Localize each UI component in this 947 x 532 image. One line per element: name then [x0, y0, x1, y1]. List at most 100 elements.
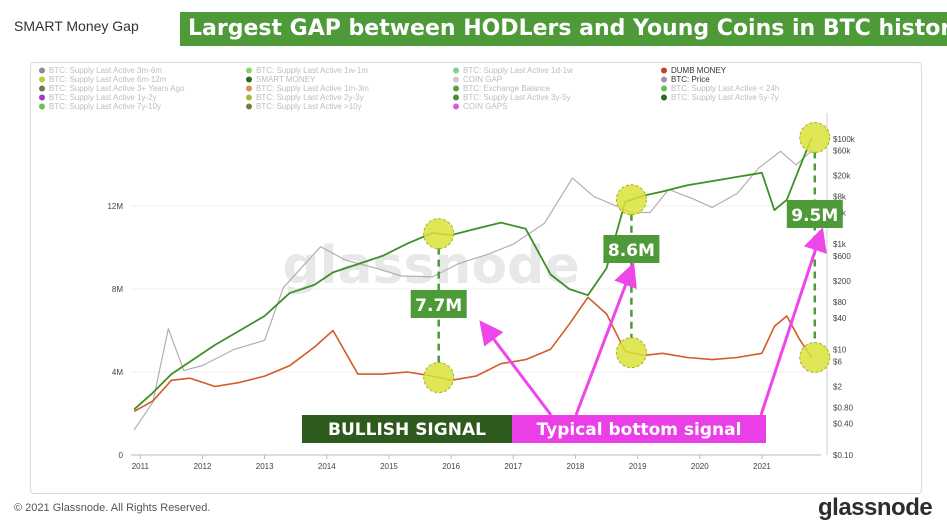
y-right-tick-label: $1k — [833, 240, 847, 249]
legend-swatch — [246, 94, 252, 101]
marker-circle-bottom — [615, 337, 647, 369]
y-right-tick-label: $10 — [833, 346, 847, 355]
x-tick-label: 2012 — [194, 462, 212, 471]
y-right-tick-label: $6 — [833, 357, 842, 366]
legend-label: BTC: Supply Last Active 3m-6m — [49, 66, 162, 75]
gap-label: 8.6M — [608, 241, 655, 261]
chart-frame: BTC: Supply Last Active 3m-6m BTC: Supply… — [30, 62, 922, 494]
y-right-tick-label: $80 — [833, 298, 847, 307]
legend-label: BTC: Supply Last Active 7y-10y — [49, 102, 161, 111]
pointer-arrow — [759, 227, 827, 416]
y-right-tick-label: $600 — [833, 252, 851, 261]
legend-swatch — [246, 67, 252, 74]
y-left-tick-label: 4M — [112, 368, 123, 377]
legend-label: BTC: Supply Last Active 3y-5y — [463, 93, 571, 102]
marker-circle-top — [799, 122, 831, 154]
x-tick-label: 2019 — [629, 462, 647, 471]
pointer-arrow — [479, 320, 553, 416]
legend-swatch — [453, 94, 459, 101]
legend-label: BTC: Supply Last Active 1d-1w — [463, 66, 573, 75]
legend-label: BTC: Supply Last Active >10y — [256, 102, 362, 111]
x-tick-label: 2020 — [691, 462, 709, 471]
bullish-signal-box — [302, 415, 512, 443]
gap-label-box — [786, 200, 843, 228]
legend-swatch — [39, 85, 45, 92]
legend-label: COIN GAPS — [463, 102, 507, 111]
typical-bottom-label: Typical bottom signal — [537, 420, 742, 440]
annotation-layer: 7.7M 8.6M 9.5M BULLISH SIGNAL Typical bottom… — [302, 122, 843, 443]
legend-label: BTC: Supply Last Active 1y-2y — [49, 93, 157, 102]
y-right-tick-label: $8k — [833, 193, 847, 202]
x-tick-label: 2015 — [380, 462, 398, 471]
legend-label: BTC: Supply Last Active 1w-1m — [256, 66, 368, 75]
legend-label: BTC: Supply Last Active 6m-12m — [49, 75, 167, 84]
y-right-tick-label: $60k — [833, 147, 851, 156]
legend-swatch — [453, 85, 459, 92]
headline-banner: Largest GAP between HODLers and Young Co… — [180, 12, 947, 46]
legend-swatch — [453, 76, 459, 83]
legend-label: BTC: Supply Last Active 5y-7y — [671, 93, 779, 102]
series-layer — [133, 137, 813, 431]
legend-swatch — [453, 103, 459, 110]
series-line-dumb-money — [133, 296, 813, 413]
marker-circle-bottom — [423, 362, 455, 394]
x-tick-label: 2011 — [132, 462, 150, 471]
legend-label: BTC: Supply Last Active < 24h — [671, 84, 779, 93]
y-right-tick-label: $0.40 — [833, 419, 854, 428]
x-tick-label: 2018 — [567, 462, 585, 471]
x-tick-label: 2016 — [442, 462, 460, 471]
page-title: SMART Money Gap — [14, 18, 139, 34]
bullish-signal-label: BULLISH SIGNAL — [328, 420, 486, 440]
legend-label: BTC: Supply Last Active 1m-3m — [256, 84, 369, 93]
legend-label: DUMB MONEY — [671, 66, 727, 75]
pointer-arrow — [574, 262, 637, 416]
x-tick-label: 2017 — [504, 462, 522, 471]
legend-swatch — [39, 76, 45, 83]
x-tick-label: 2014 — [318, 462, 336, 471]
legend-label: BTC: Supply Last Active 2y-3y — [256, 93, 364, 102]
legend-swatch — [661, 94, 667, 101]
gap-label: 7.7M — [415, 296, 462, 316]
y-left-tick-label: 12M — [107, 202, 123, 211]
x-tick-label: 2013 — [256, 462, 274, 471]
gap-label-box — [410, 290, 467, 318]
legend-swatch — [39, 67, 45, 74]
legend-label: BTC: Price — [671, 75, 710, 84]
legend-swatch — [453, 67, 459, 74]
legend-swatch — [246, 85, 252, 92]
marker-circle-top — [423, 218, 455, 250]
legend-swatch — [39, 103, 45, 110]
y-right-tick-label: $2 — [833, 382, 842, 391]
legend-label: BTC: Exchange Balance — [463, 84, 551, 93]
marker-circle-top — [615, 184, 647, 216]
legend-label: BTC: Supply Last Active 3+ Years Ago — [49, 84, 185, 93]
legend-swatch — [661, 85, 667, 92]
gap-label-box — [603, 235, 660, 263]
y-right-tick-label: $200 — [833, 277, 851, 286]
y-right-tick-label: $0.10 — [833, 451, 854, 460]
legend-swatch — [39, 94, 45, 101]
footer-logo: glassnode — [818, 494, 933, 521]
typical-bottom-box — [512, 415, 766, 443]
axes: 0 4M 8M 12M 2011 2012 2013 2014 2015 2016 2017 2018… — [107, 113, 856, 471]
marker-circle-bottom — [799, 341, 831, 373]
legend-swatch — [661, 76, 667, 83]
legend-label: SMART MONEY — [256, 75, 316, 84]
series-line-smart-money — [133, 137, 813, 411]
footer-copyright: © 2021 Glassnode. All Rights Reserved. — [14, 502, 211, 514]
x-tick-label: 2021 — [753, 462, 771, 471]
y-right-tick-label: $40 — [833, 314, 847, 323]
series-line-btc-price — [133, 150, 813, 431]
gap-label: 9.5M — [791, 206, 838, 226]
y-left-tick-label: 0 — [119, 451, 124, 460]
y-right-tick-label: $20k — [833, 172, 851, 181]
legend-label: COIN GAP — [463, 75, 502, 84]
legend-swatch — [661, 67, 667, 74]
y-left-tick-label: 8M — [112, 285, 123, 294]
legend-swatch — [246, 76, 252, 83]
y-right-tick-label: $0.80 — [833, 403, 854, 412]
legend-swatch — [246, 103, 252, 110]
